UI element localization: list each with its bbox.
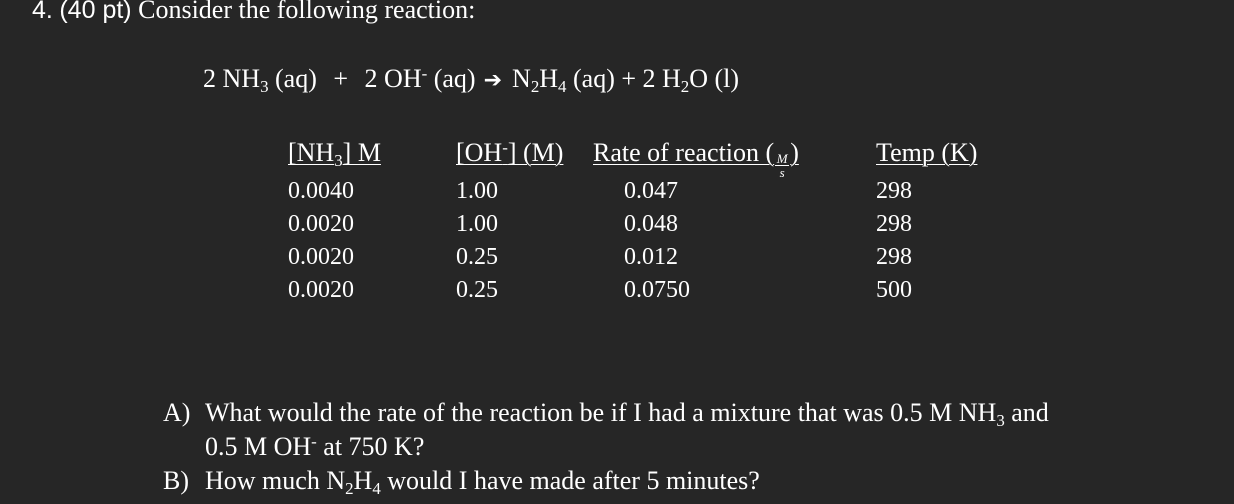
cell-oh: 1.00: [456, 211, 498, 237]
question-header: 4. (40 pt) Consider the following reacti…: [32, 0, 475, 25]
reaction-arrow-icon: ➔: [483, 68, 503, 93]
header-nh3: [NH3] M: [288, 138, 381, 170]
cell-temp: 298: [876, 211, 912, 237]
cell-oh: 1.00: [456, 178, 498, 204]
part-b: B) How much N2H4 would I have made after …: [163, 466, 760, 498]
part-a-line2: 0.5 M OH- at 750 K?: [205, 432, 425, 461]
cell-oh: 0.25: [456, 244, 498, 270]
cell-oh: 0.25: [456, 277, 498, 303]
question-number: 4.: [32, 0, 53, 24]
cell-temp: 298: [876, 244, 912, 270]
part-a: A) What would the rate of the reaction be…: [163, 398, 1049, 430]
question-points: (40 pt): [59, 0, 132, 24]
question-prompt: Consider the following reaction:: [138, 0, 476, 24]
header-temp: Temp (K): [876, 138, 978, 167]
reaction-equation: 2 NH3 (aq) + 2 OH- (aq) ➔ N2H4 (aq) + 2 H2…: [203, 64, 740, 96]
cell-rate: 0.0750: [624, 277, 690, 303]
cell-nh3: 0.0020: [288, 277, 354, 303]
cell-temp: 500: [876, 277, 912, 303]
cell-nh3: 0.0040: [288, 178, 354, 204]
cell-nh3: 0.0020: [288, 244, 354, 270]
cell-rate: 0.047: [624, 178, 678, 204]
part-b-label: B): [163, 466, 189, 495]
part-a-label: A): [163, 398, 191, 427]
cell-rate: 0.012: [624, 244, 678, 270]
cell-nh3: 0.0020: [288, 211, 354, 237]
cell-temp: 298: [876, 178, 912, 204]
header-oh: [OH-] (M): [456, 138, 564, 167]
cell-rate: 0.048: [624, 211, 678, 237]
